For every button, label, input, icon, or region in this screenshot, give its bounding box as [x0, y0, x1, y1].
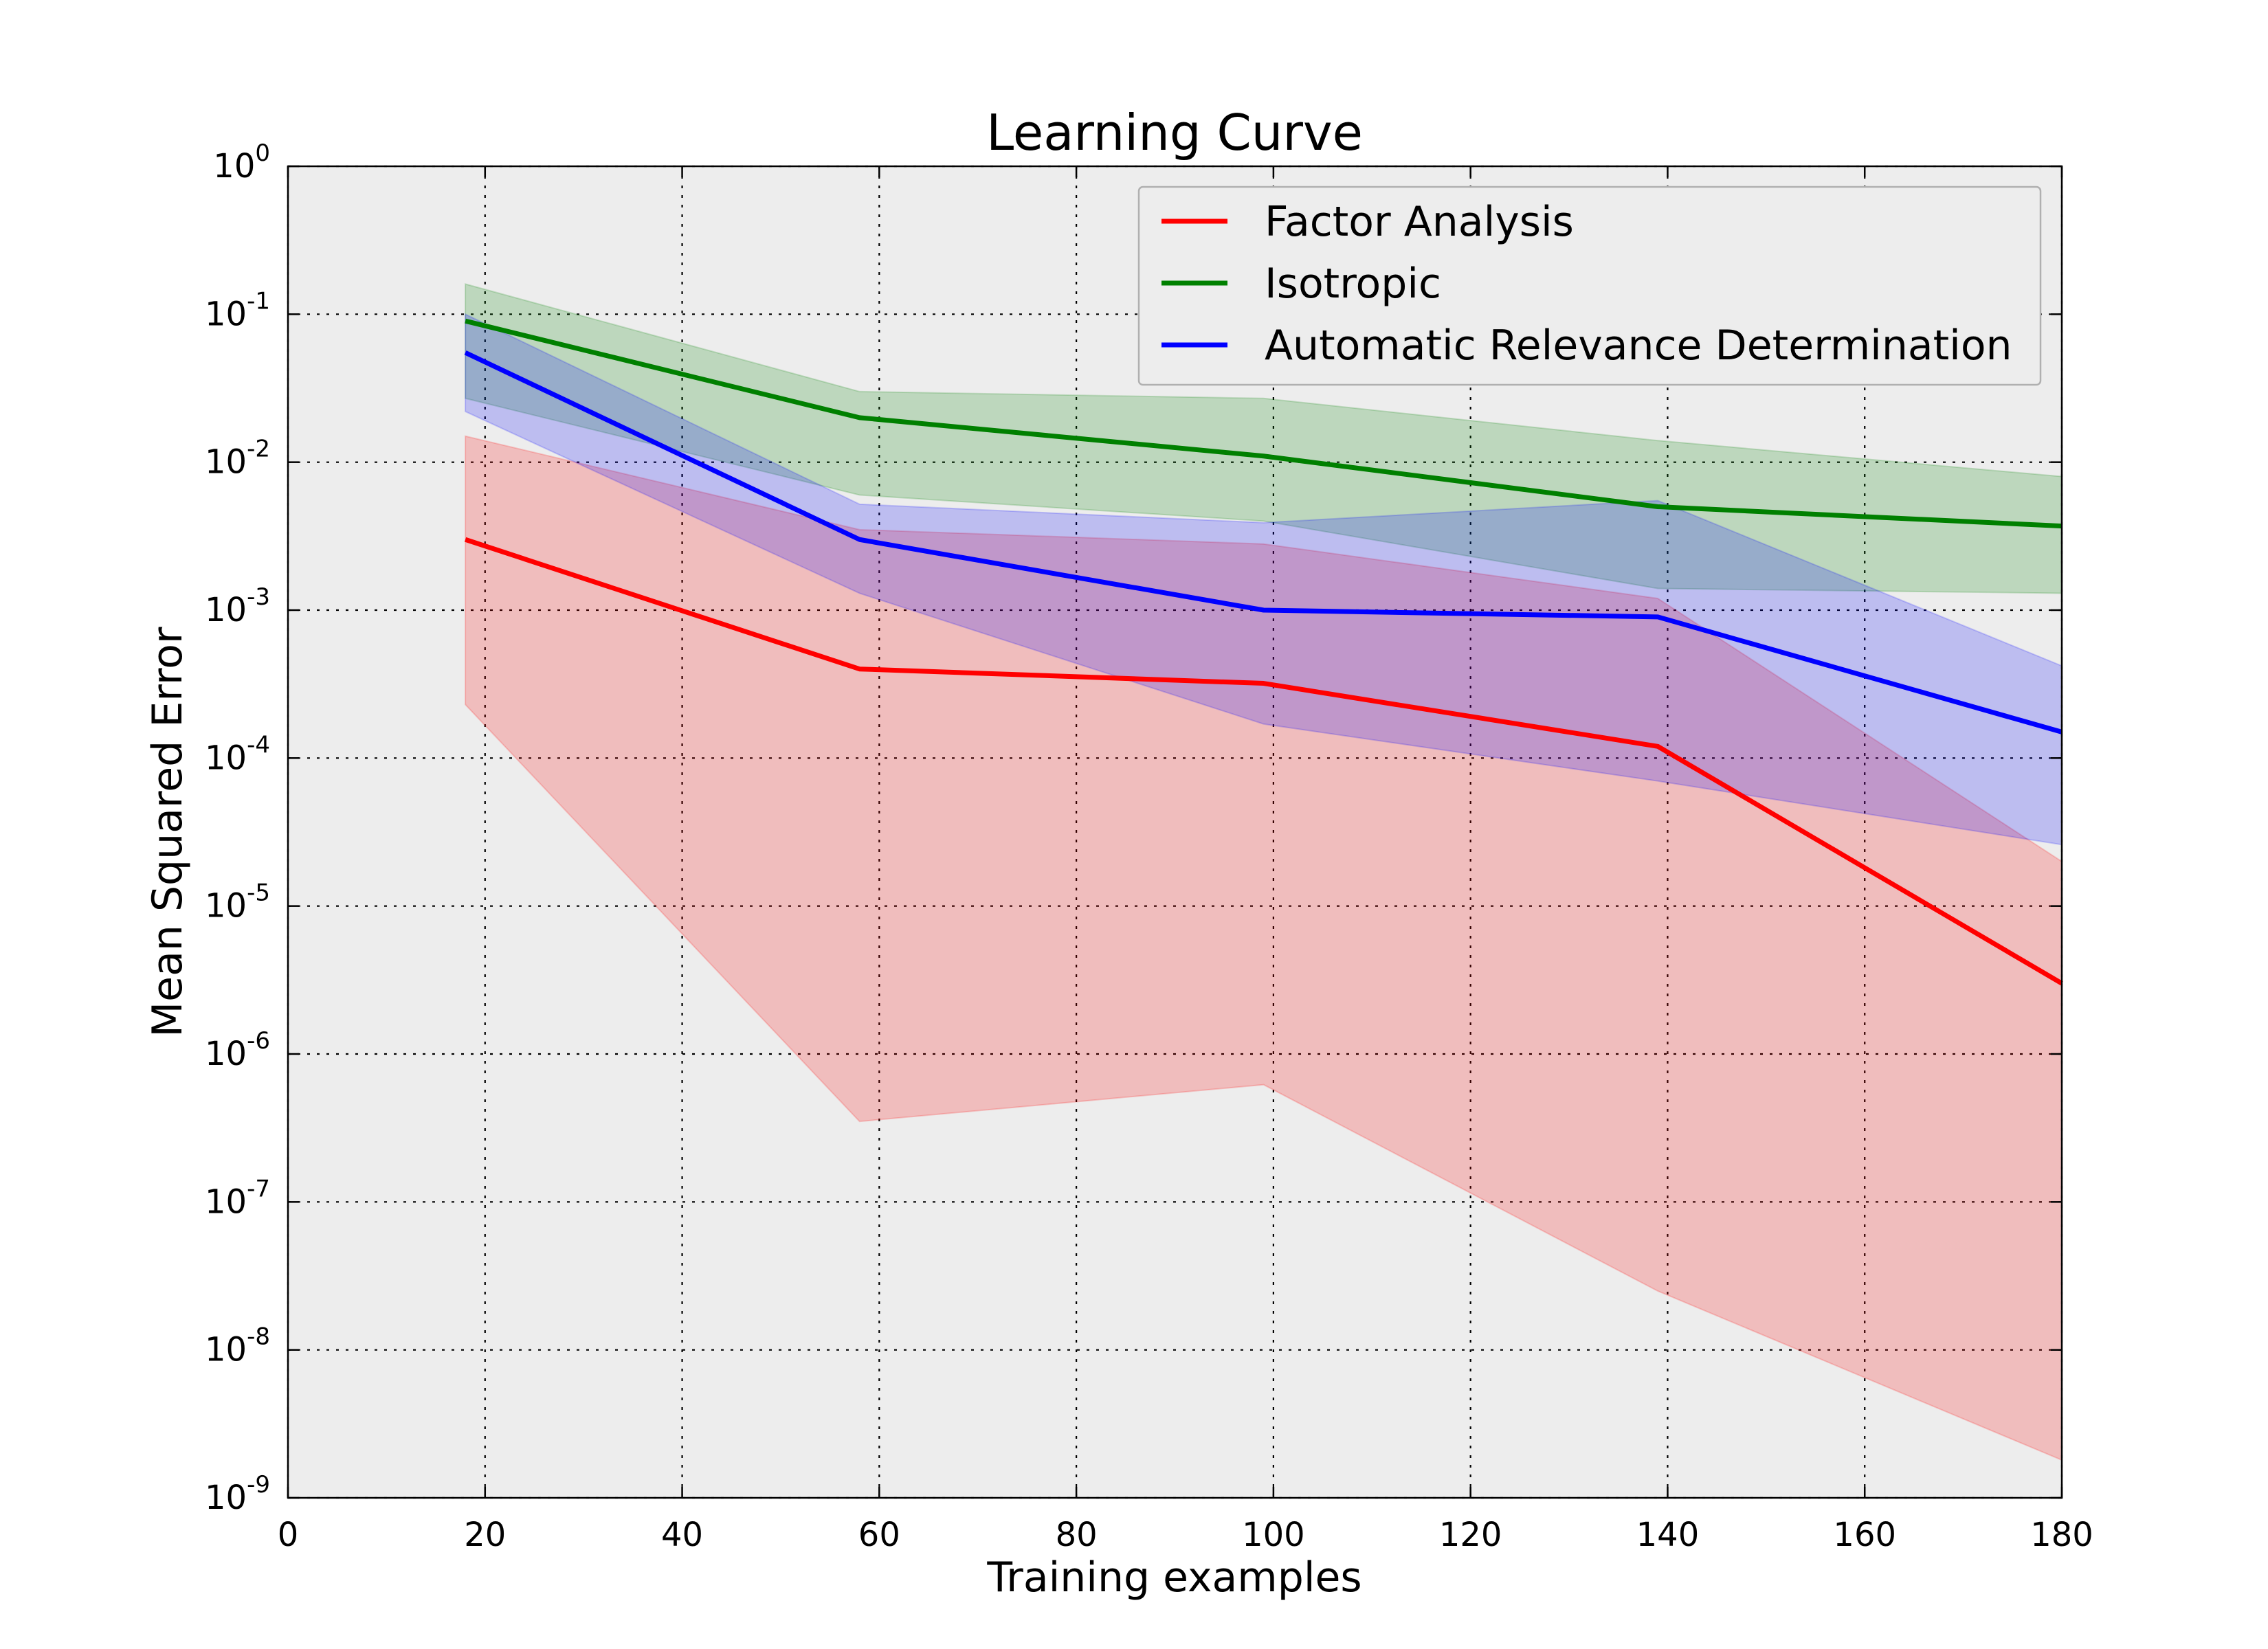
y-tick-exponent: -9 — [247, 1471, 270, 1499]
x-axis-label: Training examples — [986, 1553, 1361, 1602]
legend-label-automatic-relevance-determination: Automatic Relevance Determination — [1265, 322, 2012, 370]
factor-analysis-line — [465, 537, 2063, 986]
y-tick-base: 10 — [213, 147, 255, 186]
x-tick-label: 100 — [1242, 1516, 1305, 1554]
y-tick-exponent: -1 — [247, 287, 270, 315]
y-tick-exponent: -6 — [247, 1027, 270, 1055]
x-tick-label: 120 — [1439, 1516, 1502, 1554]
y-tick-base: 10 — [205, 1479, 247, 1517]
isotropic-line — [465, 318, 2063, 529]
y-tick-label: 10-9 — [205, 1471, 270, 1517]
chart-title: Learning Curve — [986, 104, 1363, 161]
automatic-relevance-determination-line — [464, 350, 2063, 734]
y-tick-exponent: 0 — [255, 139, 270, 167]
legend: Factor Analysis Isotropic Automatic Releva… — [1137, 186, 2042, 386]
legend-box — [1137, 186, 2042, 386]
legend-label-isotropic: Isotropic — [1265, 260, 1441, 308]
x-tick-label: 20 — [464, 1516, 506, 1554]
y-tick-label: 10-4 — [205, 731, 270, 777]
y-tick-label: 10-2 — [205, 436, 270, 482]
axis-ticks — [287, 165, 2063, 1499]
y-axis-label: Mean Squared Error — [144, 627, 192, 1037]
y-tick-exponent: -4 — [247, 731, 270, 759]
legend-items: Factor Analysis Isotropic Automatic Releva… — [1161, 198, 2012, 370]
y-tick-exponent: -3 — [247, 583, 270, 611]
y-tick-base: 10 — [205, 739, 247, 777]
x-tick-label: 140 — [1636, 1516, 1700, 1554]
y-tick-base: 10 — [205, 1331, 247, 1369]
y-tick-base: 10 — [205, 887, 247, 926]
y-tick-base: 10 — [205, 295, 247, 333]
legend-label-factor-analysis: Factor Analysis — [1265, 198, 1574, 246]
y-tick-label: 10-5 — [205, 879, 270, 926]
x-tick-label: 40 — [661, 1516, 703, 1554]
y-tick-label: 100 — [213, 139, 270, 186]
y-tick-exponent: -7 — [247, 1175, 270, 1202]
y-tick-label: 10-7 — [205, 1175, 270, 1221]
x-tick-label: 160 — [1833, 1516, 1896, 1554]
x-tick-label: 60 — [858, 1516, 900, 1554]
x-tick-labels: 0 20 40 60 80 100 120 140 160 180 — [278, 1516, 2093, 1554]
y-tick-label: 10-6 — [205, 1027, 270, 1073]
y-tick-exponent: -8 — [247, 1323, 270, 1351]
y-tick-base: 10 — [205, 1182, 247, 1221]
y-tick-label: 10-1 — [205, 287, 270, 333]
x-tick-label: 80 — [1056, 1516, 1098, 1554]
y-tick-exponent: -5 — [247, 879, 270, 907]
x-tick-label: 0 — [278, 1516, 299, 1554]
plot-background — [288, 166, 2062, 1498]
series-lines — [464, 318, 2063, 986]
y-tick-base: 10 — [205, 591, 247, 629]
y-tick-base: 10 — [205, 1035, 247, 1073]
y-tick-exponent: -2 — [247, 436, 270, 463]
y-tick-label: 10-8 — [205, 1323, 270, 1369]
y-tick-label: 10-3 — [205, 583, 270, 629]
plot-frame — [287, 165, 2063, 1499]
x-tick-label: 180 — [2030, 1516, 2093, 1554]
y-tick-base: 10 — [205, 443, 247, 482]
